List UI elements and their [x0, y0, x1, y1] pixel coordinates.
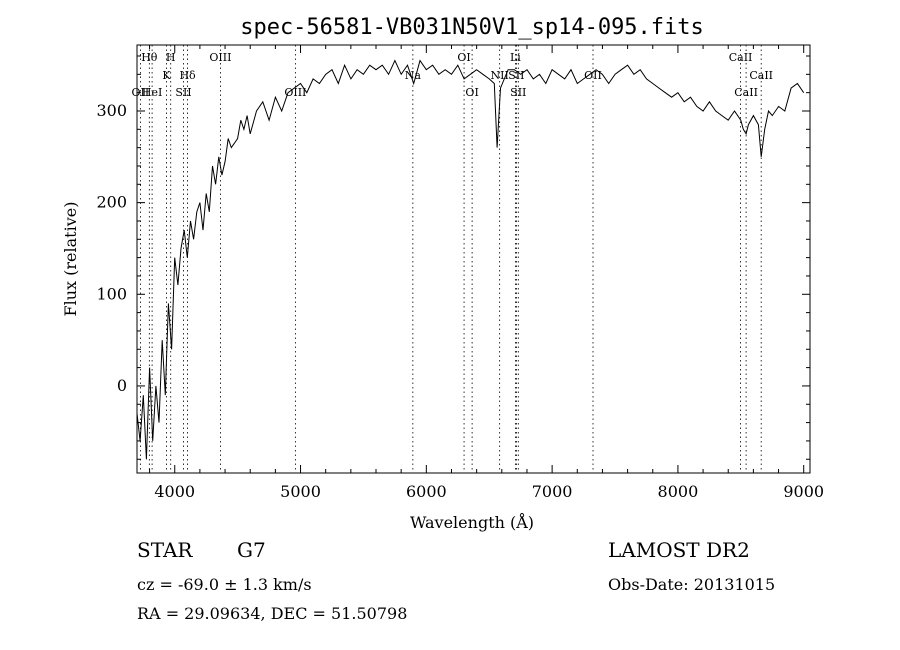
spectrum-series [137, 59, 805, 460]
x-tick-label: 6000 [406, 482, 447, 501]
spectral-line-label: SII [175, 86, 191, 99]
spectral-line-label: SII [508, 69, 524, 82]
survey-name: LAMOST DR2 [608, 538, 750, 562]
spectral-line-label: HeI [142, 86, 162, 99]
y-tick-label: 0 [117, 376, 127, 395]
spectral-line-label: Li [510, 51, 521, 64]
x-axis: 4000 5000 6000 7000 8000 9000 [149, 45, 824, 501]
x-tick-label: 5000 [280, 482, 321, 501]
spectral-line-label: Na [405, 69, 422, 82]
spectral-line-label: OI [457, 51, 470, 64]
spectral-line-label: CaII [749, 69, 773, 82]
y-tick-label: 200 [96, 193, 127, 212]
spectral-line-label: OIII [284, 86, 306, 99]
x-axis-label: Wavelength (Å) [410, 512, 534, 532]
spectral-line-label: Hδ [179, 69, 196, 82]
spectral-line-label: SII [510, 86, 526, 99]
y-tick-label: 300 [96, 101, 127, 120]
x-tick-label: 9000 [783, 482, 824, 501]
plot-frame [136, 44, 811, 474]
spectral-line-label: CaII [734, 86, 758, 99]
observation-date: Obs-Date: 20131015 [608, 575, 775, 594]
object-subclass: G7 [237, 538, 266, 562]
redshift-value: cz = -69.0 ± 1.3 km/s [137, 575, 312, 594]
spectrum-line [137, 59, 805, 460]
spectral-line-label: K [162, 69, 171, 82]
chart-title: spec-56581-VB031N50V1_sp14-095.fits [240, 15, 704, 40]
y-tick-label: 100 [96, 284, 127, 303]
x-tick-label: 4000 [154, 482, 195, 501]
x-tick-label: 7000 [532, 482, 573, 501]
spectral-line-label: H [166, 51, 176, 64]
spectral-line-label: Hθ [141, 51, 158, 64]
spectral-line-label: OI [465, 86, 478, 99]
x-tick-label: 8000 [658, 482, 699, 501]
object-class: STAR [137, 538, 193, 562]
spectral-line-label: CaII [729, 51, 753, 64]
spectral-line-label: OII [584, 69, 602, 82]
coordinates: RA = 29.09634, DEC = 51.50798 [137, 604, 407, 623]
y-axis: 0 100 200 300 [96, 55, 810, 460]
spectral-line-label: OIII [209, 51, 231, 64]
y-axis-label: Flux (relative) [61, 202, 80, 317]
spectral-line-markers: OIIHθHeIKHSIIHδOIIIOIIINaOIOINIILiSIISII… [132, 45, 773, 473]
